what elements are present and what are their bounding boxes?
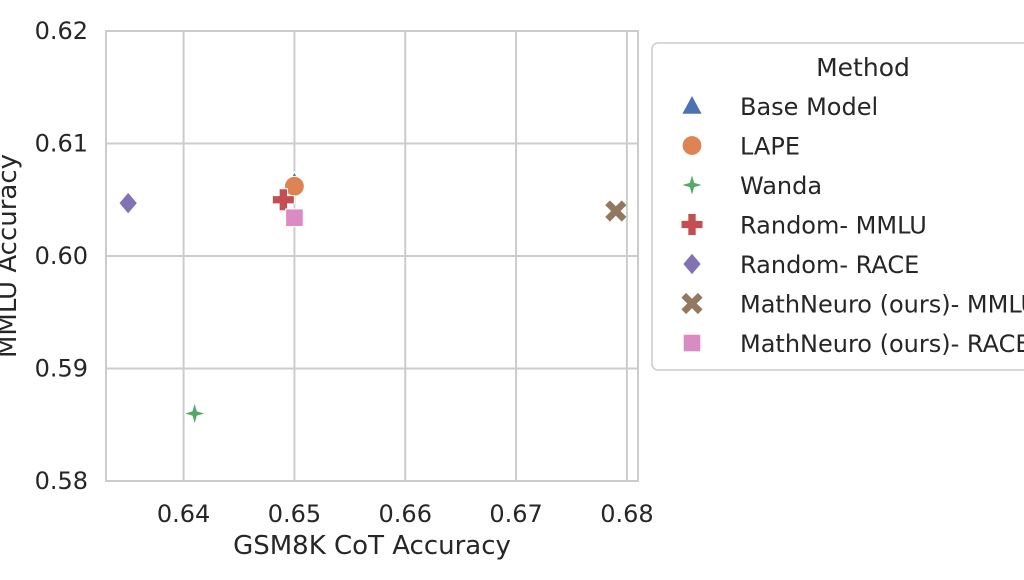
data-point-mathneuro-ours-mmlu	[605, 200, 627, 222]
data-markers	[118, 170, 627, 425]
data-point-random-race	[118, 191, 139, 215]
x-tick-label: 0.68	[600, 500, 653, 528]
y-tick-label: 0.60	[35, 242, 88, 270]
legend-label: MathNeuro (ours)- RACE	[740, 330, 1024, 358]
y-tick-label: 0.59	[35, 355, 88, 383]
y-axis-label: MMLU Accuracy	[0, 154, 23, 358]
x-tick-label: 0.66	[379, 500, 432, 528]
legend-marker-plus	[680, 213, 704, 236]
legend-label: Wanda	[740, 172, 822, 200]
plot-frame	[105, 30, 639, 482]
y-tick-label: 0.62	[35, 17, 88, 45]
legend-marker-triangle	[680, 93, 704, 115]
legend: Method Base Model LAPE Wanda Random- MMLU Ra…	[651, 42, 1024, 371]
legend-title: Method	[816, 53, 910, 82]
legend-frame	[651, 42, 1024, 371]
legend-marker-circle	[681, 135, 703, 156]
x-axis-label: GSM8K CoT Accuracy	[233, 531, 511, 561]
legend-marker-x-stroke	[681, 292, 703, 315]
legend-marker-star4	[680, 173, 704, 197]
legend-label: Random- MMLU	[740, 212, 927, 240]
y-tick-label: 0.58	[35, 467, 88, 495]
data-point-wanda	[183, 402, 207, 425]
y-tick-label: 0.61	[35, 130, 88, 158]
legend-label: Base Model	[740, 93, 878, 121]
x-tick-label: 0.67	[489, 500, 542, 528]
legend-label: Random- RACE	[740, 251, 919, 279]
x-tick-label: 0.65	[268, 500, 321, 528]
legend-items: Base Model LAPE Wanda Random- MMLU Random- R…	[680, 93, 1024, 358]
data-point-mathneuro-ours-mmlu-stroke	[605, 200, 627, 222]
legend-label: MathNeuro (ours)- MMLU	[740, 291, 1024, 319]
x-tick-labels: 0.64 0.65 0.66 0.67 0.68	[157, 500, 654, 528]
x-tick-label: 0.64	[157, 500, 210, 528]
y-tick-labels: 0.58 0.59 0.60 0.61 0.62	[35, 17, 88, 495]
legend-marker-x	[681, 292, 703, 315]
data-point-mathneuro-ours-race	[285, 208, 304, 228]
legend-marker-diamond	[681, 252, 703, 276]
legend-marker-square	[682, 333, 702, 353]
legend-label: LAPE	[740, 133, 800, 161]
